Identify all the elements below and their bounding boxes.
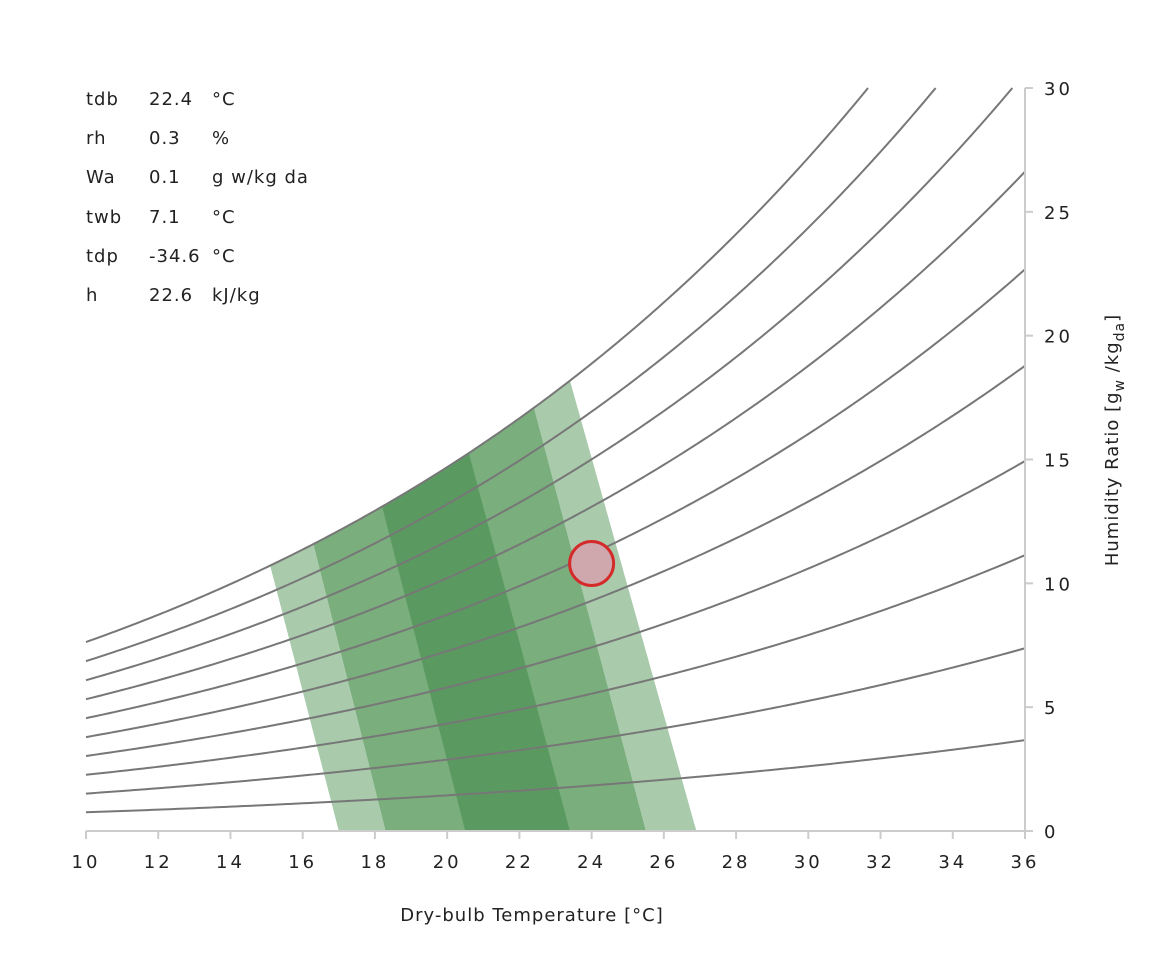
- rh-curve-20: [85, 647, 1026, 795]
- x-tick-label: 24: [577, 852, 606, 873]
- readout-row-h: h 22.6 kJ/kg: [86, 282, 309, 321]
- point-layer: [568, 540, 616, 588]
- x-tick-label: 36: [1011, 852, 1040, 873]
- readout-row-tdp: tdp -34.6 °C: [86, 243, 309, 282]
- x-tick-label: 34: [938, 852, 967, 873]
- x-tick-label: 20: [433, 852, 462, 873]
- y-axis-title-mid: /kg: [1102, 341, 1123, 379]
- comfort-zones: [270, 380, 697, 831]
- y-axis-title-end: ]: [1102, 314, 1123, 322]
- y-tick-label: 30: [1044, 79, 1073, 100]
- x-tick-label: 32: [866, 852, 895, 873]
- readout-value: 22.6: [149, 284, 194, 306]
- x-tick-label: 14: [216, 852, 245, 873]
- readout-value: 0.1: [149, 167, 181, 189]
- rh-curve-60: [85, 268, 1026, 720]
- rh-curves: [85, 87, 1026, 814]
- readout-unit: °C: [212, 245, 236, 267]
- rh-curve-100: [85, 87, 869, 643]
- readout-label: rh: [86, 128, 107, 150]
- readout-unit: °C: [212, 89, 236, 110]
- rh-curve-80: [85, 87, 1014, 682]
- axes: 10 12 14 16 18 20 22 24 26 28 30 32 34 360 5 10 15 20 25 30: [72, 79, 1073, 873]
- readout-unit: kJ/kg: [212, 284, 261, 306]
- rh-curve-70: [85, 171, 1026, 701]
- rh-curve-30: [85, 554, 1026, 776]
- state-point: [568, 540, 616, 588]
- readout-value: 0.3: [149, 128, 181, 150]
- readout-value: 22.4: [149, 89, 194, 110]
- y-tick-label: 10: [1044, 574, 1073, 595]
- readout-value: -34.6: [149, 245, 201, 267]
- readout-label: tdp: [86, 245, 119, 267]
- y-tick-label: 5: [1044, 698, 1058, 719]
- y-tick-label: 25: [1044, 203, 1073, 224]
- readout-unit: °C: [212, 206, 236, 228]
- y-tick-label: 0: [1044, 822, 1058, 843]
- rh-curve-40: [85, 460, 1026, 757]
- readout-row-rh: rh 0.3%: [86, 125, 309, 164]
- readout-row-wa: Wa 0.1 g w/kg da: [86, 164, 309, 203]
- rh-curve-90: [85, 87, 937, 663]
- x-tick-label: 30: [794, 852, 823, 873]
- readout-label: tdb: [86, 89, 119, 110]
- readout-unit: %: [212, 128, 231, 150]
- x-tick-label: 16: [288, 852, 317, 873]
- readout-row-tdb: tdb 22.4 °C: [86, 86, 309, 125]
- y-tick-label: 20: [1044, 327, 1073, 348]
- rh-curve-10: [85, 739, 1026, 814]
- x-tick-label: 12: [144, 852, 173, 873]
- x-axis-title: Dry-bulb Temperature [°C]: [400, 905, 663, 926]
- x-tick-label: 28: [722, 852, 751, 873]
- rh-curve-50: [85, 364, 1026, 739]
- readout-unit: g w/kg da: [212, 167, 309, 189]
- state-readout: tdb 22.4 °C rh 0.3% Wa 0.1 g w/kg da twb 7.1 °C…: [86, 86, 309, 321]
- readout-label: twb: [86, 206, 123, 228]
- y-axis-title-main: Humidity Ratio [g: [1102, 391, 1123, 566]
- y-axis-title-sub-w: w: [1112, 379, 1128, 391]
- y-tick-label: 15: [1044, 451, 1073, 472]
- x-tick-label: 26: [649, 852, 678, 873]
- readout-label: Wa: [86, 167, 116, 189]
- y-axis-title: Humidity Ratio [gw /kgda]: [1102, 314, 1128, 566]
- y-axis-title-sub-da: da: [1112, 322, 1128, 341]
- x-tick-label: 18: [360, 852, 389, 873]
- readout-value: 7.1: [149, 206, 181, 228]
- readout-row-twb: twb 7.1 °C: [86, 204, 309, 243]
- x-tick-label: 10: [72, 852, 101, 873]
- x-tick-label: 22: [505, 852, 534, 873]
- readout-label: h: [86, 284, 99, 306]
